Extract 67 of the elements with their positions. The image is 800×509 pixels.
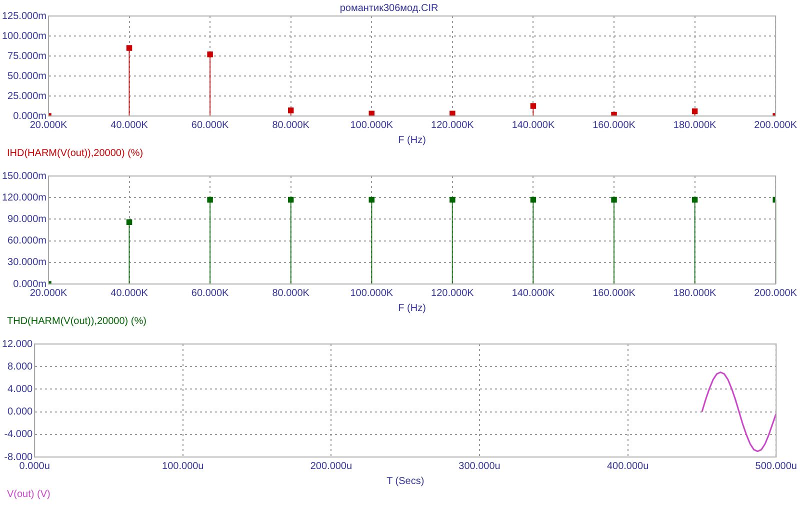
y-tick-label: 30.000m	[8, 257, 46, 268]
point	[692, 108, 698, 114]
y-tick-label: 4.000	[8, 384, 34, 395]
point	[288, 108, 294, 114]
y-tick-label: 90.000m	[8, 214, 46, 225]
point	[530, 103, 536, 109]
y-tick-label: -4.000	[4, 429, 34, 440]
x-tick-label: 180.000K	[673, 288, 717, 299]
x-tick-label: 160.000K	[592, 288, 636, 299]
y-tick-label: 0.000m	[13, 110, 46, 122]
y-tick-label: 0.000m	[13, 278, 46, 290]
point	[207, 196, 213, 203]
point	[207, 52, 213, 58]
x-tick-label: 60.000K	[191, 288, 230, 299]
x-axis-title: F (Hz)	[398, 302, 426, 314]
point	[611, 112, 617, 116]
x-tick-label: 160.000K	[592, 120, 636, 131]
x-tick-label: 140.000K	[512, 288, 555, 299]
point	[368, 196, 375, 203]
y-tick-label: 120.000m	[2, 192, 46, 204]
y-tick-label: 75.000m	[8, 50, 46, 62]
x-tick-label: 120.000K	[431, 120, 474, 131]
chart-title: романтик306мод.CIR	[340, 2, 438, 14]
y-tick-label: 0.000	[8, 406, 34, 418]
text: THD(HARM(V(out)),20000) (%)	[7, 316, 146, 327]
x-tick-label: 100.000u	[162, 460, 204, 472]
y-tick-label: 12.000	[2, 338, 34, 350]
point	[126, 219, 132, 225]
x-tick-label: 200.000u	[310, 460, 352, 472]
y-tick-label: 8.000	[8, 361, 34, 372]
x-tick-label: 100.000K	[350, 288, 394, 299]
y-tick-label: 100.000m	[2, 30, 46, 42]
x-tick-label: 500.000u	[755, 460, 798, 472]
x-tick-label: 20.000K	[30, 288, 68, 299]
x-tick-label: 0.000u	[19, 460, 50, 472]
point	[692, 196, 698, 203]
x-tick-label: 300.000u	[458, 460, 500, 472]
point	[530, 196, 536, 203]
x-tick-label: 140.000K	[512, 120, 555, 131]
y-tick-label: 150.000m	[2, 170, 46, 182]
x-tick-label: 80.000K	[272, 288, 310, 299]
x-tick-label: 400.000u	[606, 460, 649, 472]
point	[611, 196, 617, 203]
x-tick-label: 80.000K	[272, 120, 310, 131]
point	[126, 45, 132, 51]
point	[368, 110, 375, 116]
point	[450, 196, 456, 203]
point	[288, 196, 294, 203]
x-axis-title: F (Hz)	[398, 134, 426, 146]
x-tick-label: 200.000K	[754, 288, 798, 299]
x-tick-label: 100.000K	[350, 120, 394, 131]
y-tick-label: 60.000m	[8, 236, 46, 247]
x-tick-label: 60.000K	[191, 120, 230, 131]
x-tick-label: 120.000K	[431, 288, 474, 299]
y-tick-label: 125.000m	[2, 10, 46, 22]
y-tick-label: -8.000	[4, 452, 34, 463]
x-axis-title: T (Secs)	[386, 476, 424, 487]
x-tick-label: 180.000K	[673, 120, 717, 131]
point	[450, 110, 456, 116]
x-tick-label: 40.000K	[110, 120, 148, 131]
y-tick-label: 50.000m	[8, 70, 46, 82]
x-tick-label: 20.000K	[30, 120, 68, 131]
x-tick-label: 40.000K	[110, 288, 148, 299]
y-tick-label: 25.000m	[8, 90, 46, 102]
x-tick-label: 200.000K	[754, 120, 798, 131]
text: V(out) (V)	[7, 488, 50, 500]
text: IHD(HARM(V(out)),20000) (%)	[7, 148, 144, 159]
